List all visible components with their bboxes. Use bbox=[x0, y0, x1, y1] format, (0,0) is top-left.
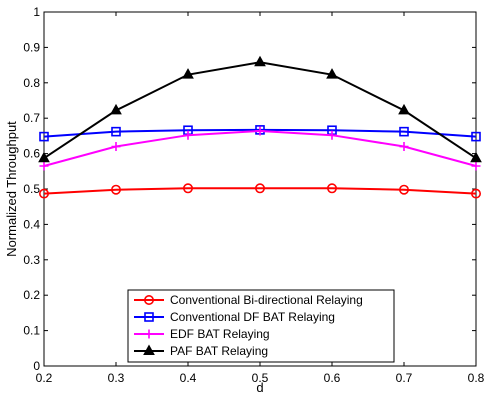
data-point bbox=[182, 68, 194, 79]
legend-entry: PAF BAT Relaying bbox=[134, 344, 268, 358]
x-axis-label: d bbox=[256, 380, 263, 395]
data-point bbox=[183, 130, 193, 140]
legend-label: Conventional DF BAT Relaying bbox=[170, 310, 335, 324]
data-point bbox=[471, 161, 481, 171]
x-tick-label: 0.2 bbox=[36, 371, 53, 385]
legend-marker bbox=[143, 344, 155, 355]
x-tick-label: 0.5 bbox=[252, 371, 269, 385]
data-point bbox=[470, 188, 481, 199]
data-point bbox=[39, 161, 49, 171]
tick-labels: 0.2 0.3 0.4 0.5 0.6 0.7 0.8 0 0.1 0.2 0.3 0.4 0.5 0.6… bbox=[23, 5, 484, 385]
data-point bbox=[398, 184, 409, 195]
x-tick-label: 0.3 bbox=[108, 371, 125, 385]
y-tick-label: 0.7 bbox=[23, 111, 40, 125]
y-axis-label: Normalized Throughput bbox=[4, 121, 19, 257]
series-layer bbox=[38, 55, 482, 199]
legend-label: Conventional Bi-directional Relaying bbox=[170, 293, 363, 307]
data-point bbox=[471, 131, 481, 142]
x-tick-label: 0.4 bbox=[180, 371, 197, 385]
y-tick-label: 0 bbox=[33, 359, 40, 373]
series-line bbox=[43, 187, 477, 195]
data-point bbox=[111, 126, 121, 137]
data-point bbox=[255, 126, 265, 136]
series-0 bbox=[38, 183, 481, 199]
y-tick-label: 0.6 bbox=[23, 147, 40, 161]
x-tick-label: 0.6 bbox=[324, 371, 341, 385]
data-point bbox=[255, 183, 266, 194]
data-point bbox=[470, 151, 482, 163]
y-tick-label: 0.4 bbox=[23, 217, 40, 231]
y-tick-label: 0.9 bbox=[23, 40, 40, 54]
data-point bbox=[399, 142, 409, 152]
legend-marker bbox=[144, 294, 155, 305]
data-point bbox=[111, 184, 122, 195]
data-point bbox=[326, 68, 338, 79]
data-point bbox=[183, 183, 194, 194]
data-point bbox=[326, 183, 337, 194]
data-point bbox=[38, 151, 50, 163]
y-tick-label: 0.5 bbox=[23, 182, 40, 196]
y-tick-label: 0.1 bbox=[23, 324, 40, 338]
data-point bbox=[39, 131, 49, 142]
legend-entry: Conventional DF BAT Relaying bbox=[134, 310, 335, 324]
y-tick-label: 0.2 bbox=[23, 288, 40, 302]
legend-entry: Conventional Bi-directional Relaying bbox=[134, 293, 363, 307]
x-tick-label: 0.8 bbox=[468, 371, 484, 385]
data-point bbox=[327, 130, 337, 140]
data-point bbox=[110, 103, 122, 115]
x-tick-label: 0.7 bbox=[396, 371, 413, 385]
y-tick-label: 1 bbox=[33, 5, 40, 19]
legend-entry: EDF BAT Relaying bbox=[134, 327, 270, 341]
legend-marker bbox=[144, 329, 154, 339]
data-point bbox=[38, 188, 49, 199]
data-point bbox=[399, 126, 409, 137]
legend-label: EDF BAT Relaying bbox=[170, 327, 270, 341]
legend-box bbox=[127, 289, 395, 363]
legend: Conventional Bi-directional Relaying Conv… bbox=[127, 289, 395, 363]
legend-label: PAF BAT Relaying bbox=[170, 344, 268, 358]
y-tick-label: 0.3 bbox=[23, 253, 40, 267]
data-point bbox=[398, 103, 410, 115]
data-point bbox=[254, 55, 266, 67]
legend-marker bbox=[144, 312, 154, 322]
series-2 bbox=[39, 126, 481, 171]
y-tick-label: 0.8 bbox=[23, 76, 40, 90]
data-point bbox=[111, 142, 121, 152]
series-3 bbox=[38, 55, 482, 163]
